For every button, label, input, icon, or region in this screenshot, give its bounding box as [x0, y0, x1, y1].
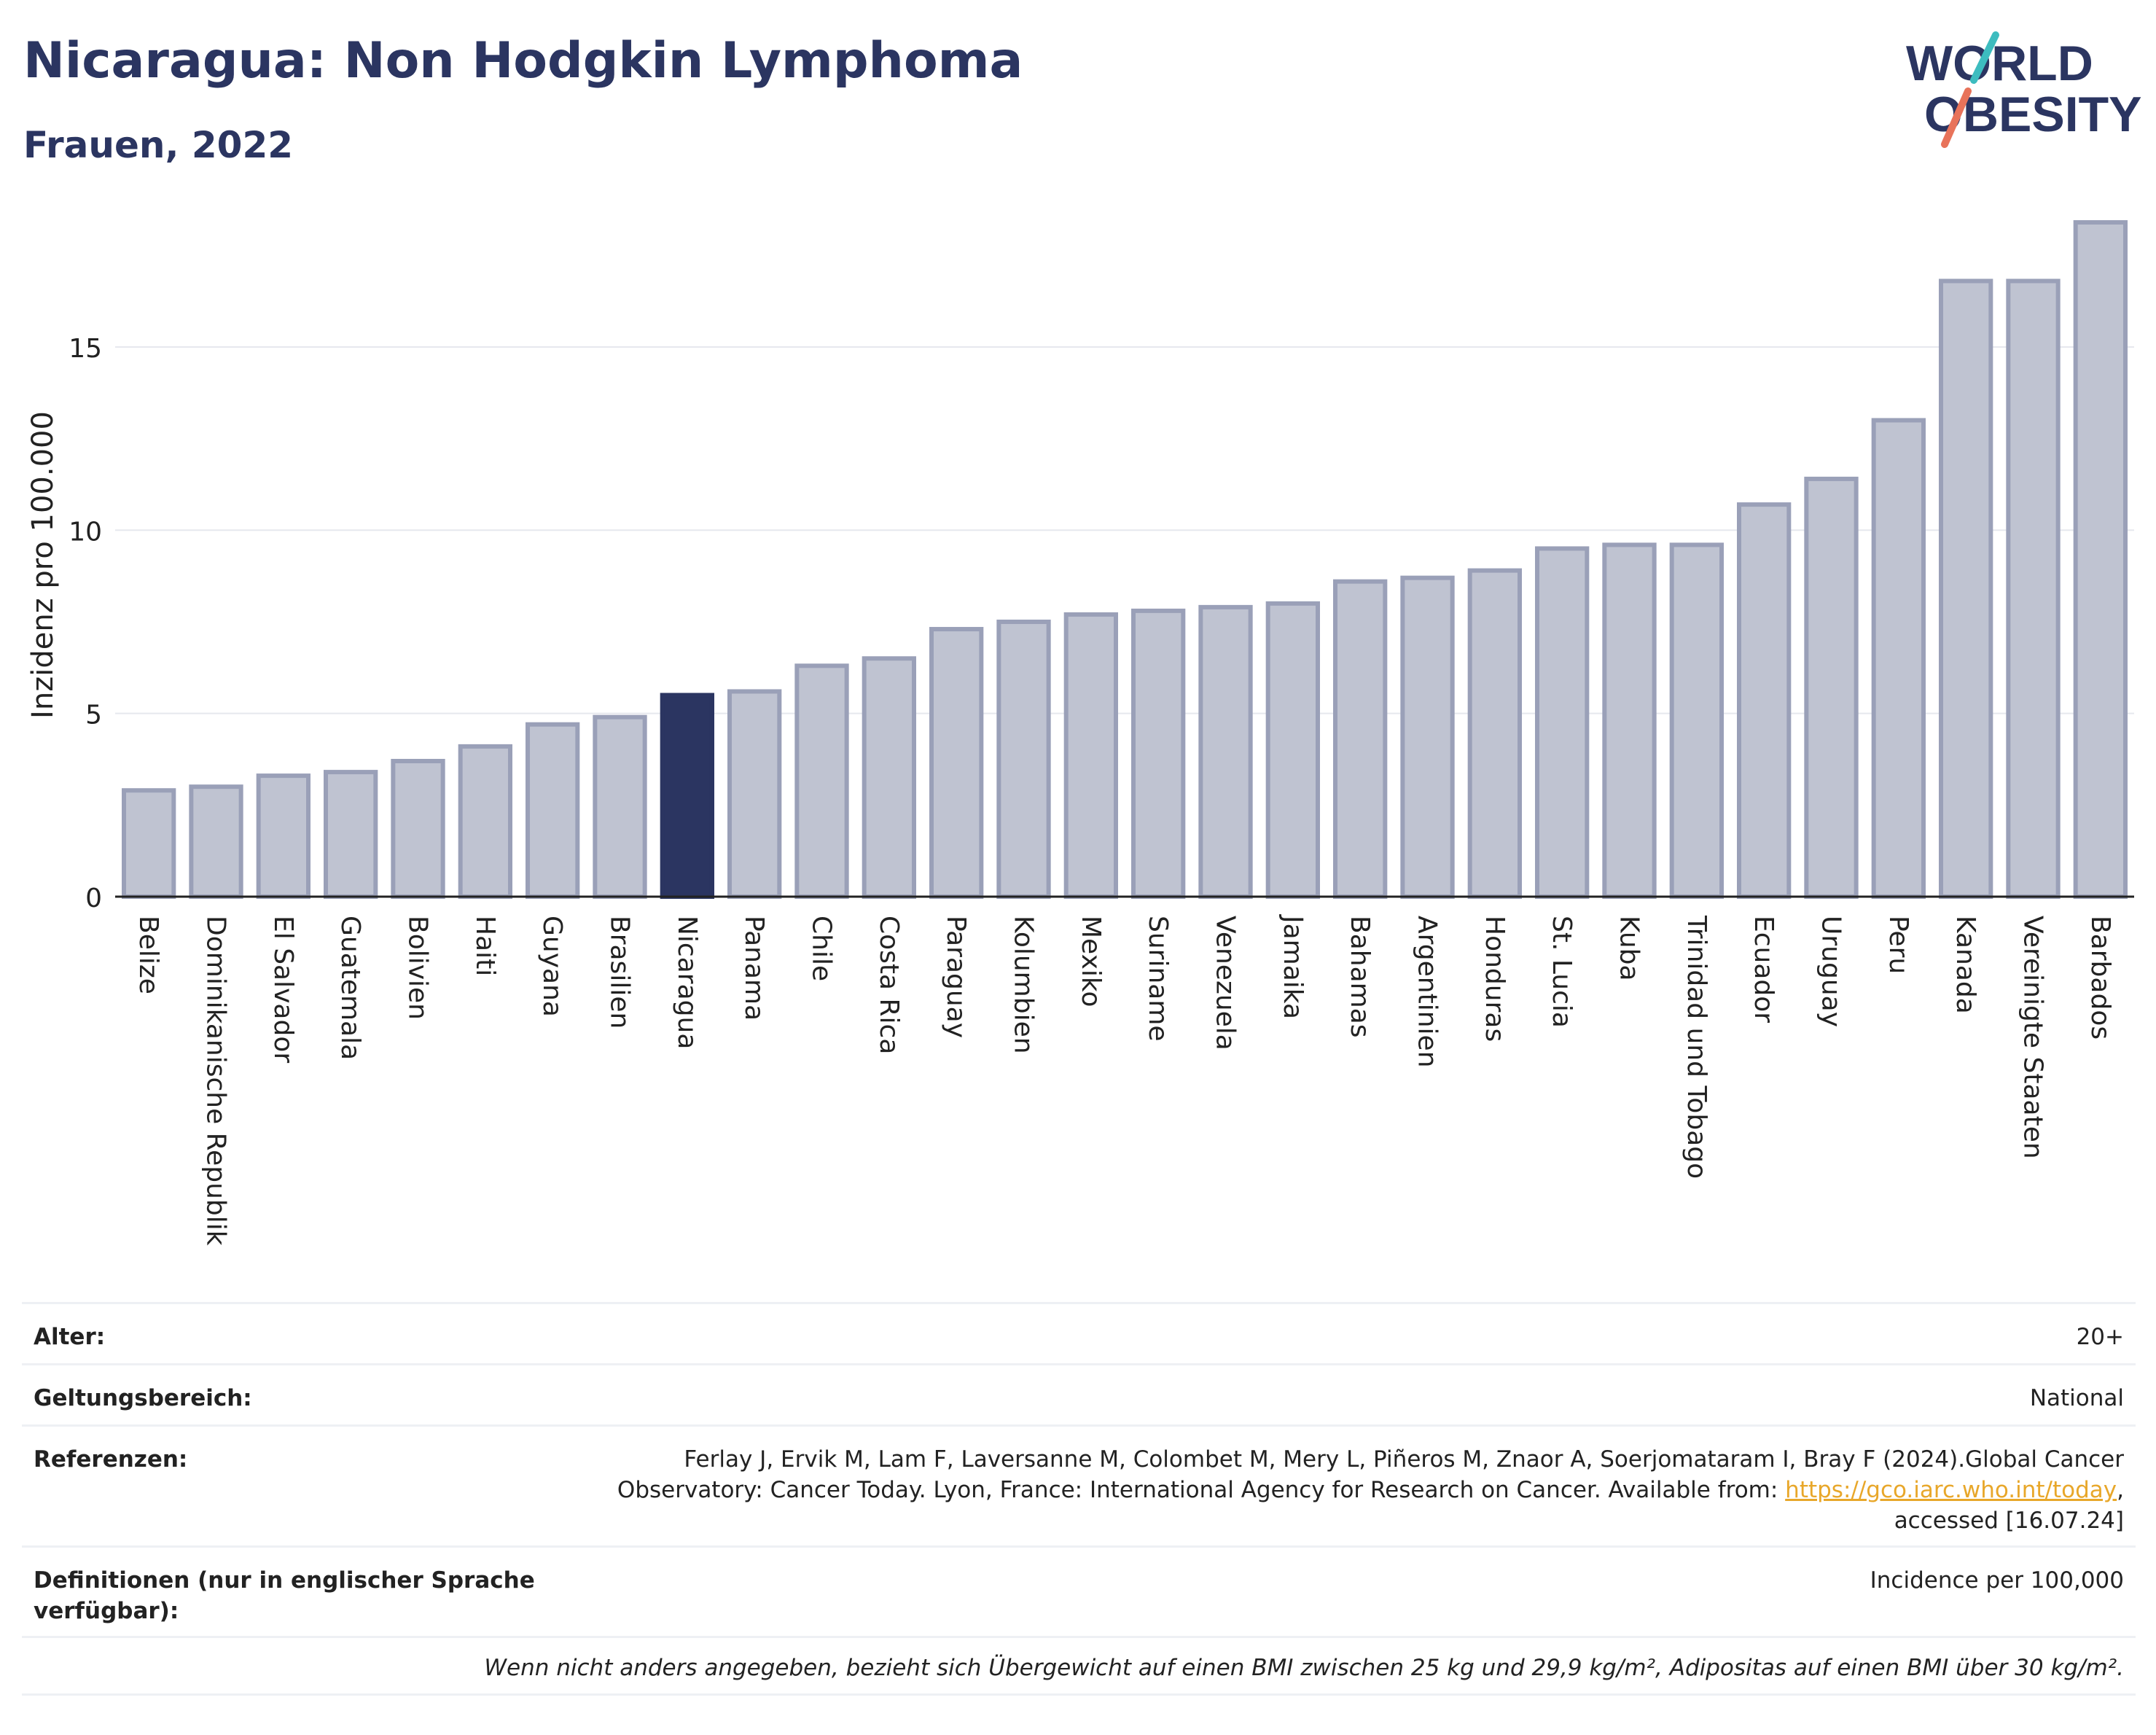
bar [1939, 278, 1993, 899]
bar [1333, 579, 1388, 899]
x-tick-label: St. Lucia [1547, 916, 1577, 1028]
bar [122, 788, 176, 899]
x-tick-label: Guatemala [335, 916, 365, 1060]
meta-label-scope: Geltungsbereich: [34, 1385, 252, 1411]
bar [189, 784, 243, 900]
meta-row-definitions: Definitionen (nur in englischer Sprache … [22, 1545, 2136, 1636]
x-tick-label: Kuba [1614, 916, 1644, 981]
bar [2073, 220, 2128, 899]
x-tick-label: Trinidad und Tobago [1682, 915, 1711, 1179]
meta-row-references: Referenzen: Ferlay J, Ervik M, Lam F, La… [22, 1424, 2136, 1545]
x-tick-label: Kolumbien [1009, 916, 1039, 1054]
bar [2006, 278, 2061, 899]
reference-comma: , [2117, 1477, 2124, 1503]
metadata-table: Alter: 20+ Geltungsbereich: National Ref… [22, 1302, 2136, 1696]
logo-line-1: WORLD [1906, 36, 2093, 91]
x-tick-label: Bahamas [1345, 916, 1375, 1038]
bar [1871, 418, 1926, 899]
logo-slash-coral [1941, 87, 1972, 148]
reference-text-3: accessed [16.07.24] [1894, 1508, 2124, 1534]
bar [1198, 604, 1253, 899]
bar [256, 773, 310, 899]
bar [391, 759, 445, 899]
bar [862, 656, 916, 899]
world-obesity-logo: WORLD OBESITY [1906, 31, 2142, 148]
bar [1535, 546, 1590, 899]
x-tick-label: Guyana [537, 916, 567, 1017]
bar [1131, 608, 1186, 899]
bar [996, 619, 1051, 899]
x-tick-label: Paraguay [941, 916, 971, 1038]
x-tick-label: Peru [1883, 916, 1913, 974]
x-tick-label: Costa Rica [874, 916, 904, 1054]
x-tick-label: Bolivien [403, 916, 433, 1020]
x-tick-label: Dominikanische Republik [201, 916, 231, 1246]
x-tick-label: Belize [133, 916, 163, 994]
bar [727, 689, 782, 900]
y-tick-label: 10 [69, 517, 102, 547]
bar [929, 627, 984, 899]
x-tick-label: Mexiko [1076, 916, 1106, 1007]
x-tick-label: Haiti [470, 916, 500, 976]
bar [526, 722, 580, 899]
y-tick-label: 5 [85, 701, 102, 730]
bar [1400, 575, 1455, 899]
bar [1467, 568, 1522, 899]
bar [1265, 601, 1320, 899]
x-tick-label: Ecuador [1749, 916, 1778, 1023]
y-tick-label: 0 [85, 884, 102, 913]
x-tick-label: Uruguay [1816, 916, 1846, 1027]
bar [458, 744, 512, 900]
bar-chart: 0 5 10 15 Inzidenz pro 100.000 Belize Dominika… [26, 220, 2134, 1246]
meta-label-age: Alter: [34, 1324, 106, 1350]
reference-text-2: Observatory: Cancer Today. Lyon, France:… [617, 1477, 1786, 1503]
meta-value-scope: National [2029, 1385, 2124, 1411]
x-tick-label: Brasilien [605, 916, 635, 1029]
reference-link[interactable]: https://gco.iarc.who.int/today [1785, 1477, 2117, 1503]
bar [1804, 476, 1859, 899]
meta-value-references: Ferlay J, Ervik M, Lam F, Laversanne M, … [587, 1427, 2136, 1545]
x-tick-label: Vereinigte Staaten [2018, 916, 2048, 1159]
x-tick-label: Suriname [1143, 916, 1173, 1042]
bar [1063, 612, 1118, 900]
meta-value-age: 20+ [2076, 1324, 2124, 1350]
meta-label-references: Referenzen: [34, 1446, 188, 1473]
bar [1669, 542, 1724, 899]
meta-label-definitions: Definitionen (nur in englischer Sprache … [34, 1567, 535, 1624]
logo-slash-teal [1970, 31, 1999, 84]
meta-row-age: Alter: 20+ [22, 1302, 2136, 1363]
x-tick-label: Argentinien [1413, 916, 1442, 1068]
reference-text-1: Ferlay J, Ervik M, Lam F, Laversanne M, … [684, 1446, 2124, 1473]
x-tick-label: Jamaika [1278, 914, 1308, 1019]
meta-value-definitions: Incidence per 100,000 [1870, 1567, 2124, 1594]
bar [1737, 502, 1792, 899]
x-tick-label: Chile [807, 916, 837, 981]
page-title: Nicaragua: Non Hodgkin Lymphoma [23, 32, 1023, 90]
x-tick-label: Nicaragua [672, 916, 702, 1049]
meta-row-scope: Geltungsbereich: National [22, 1363, 2136, 1424]
bar-highlight [660, 693, 714, 899]
bar [324, 770, 378, 899]
x-tick-label: Honduras [1480, 916, 1509, 1042]
x-tick-label: El Salvador [268, 916, 298, 1063]
x-tick-label: Barbados [2085, 916, 2115, 1040]
bar [593, 714, 647, 899]
y-tick-label: 15 [69, 334, 102, 364]
bar [794, 663, 849, 899]
page-subtitle: Frauen, 2022 [23, 124, 294, 166]
x-tick-label: Panama [739, 916, 769, 1021]
bar [1602, 542, 1657, 899]
x-tick-label: Kanada [1950, 916, 1980, 1014]
footnote: Wenn nicht anders angegeben, bezieht sic… [22, 1636, 2136, 1696]
x-tick-label: Venezuela [1211, 916, 1241, 1050]
y-axis-label: Inzidenz pro 100.000 [26, 411, 60, 719]
